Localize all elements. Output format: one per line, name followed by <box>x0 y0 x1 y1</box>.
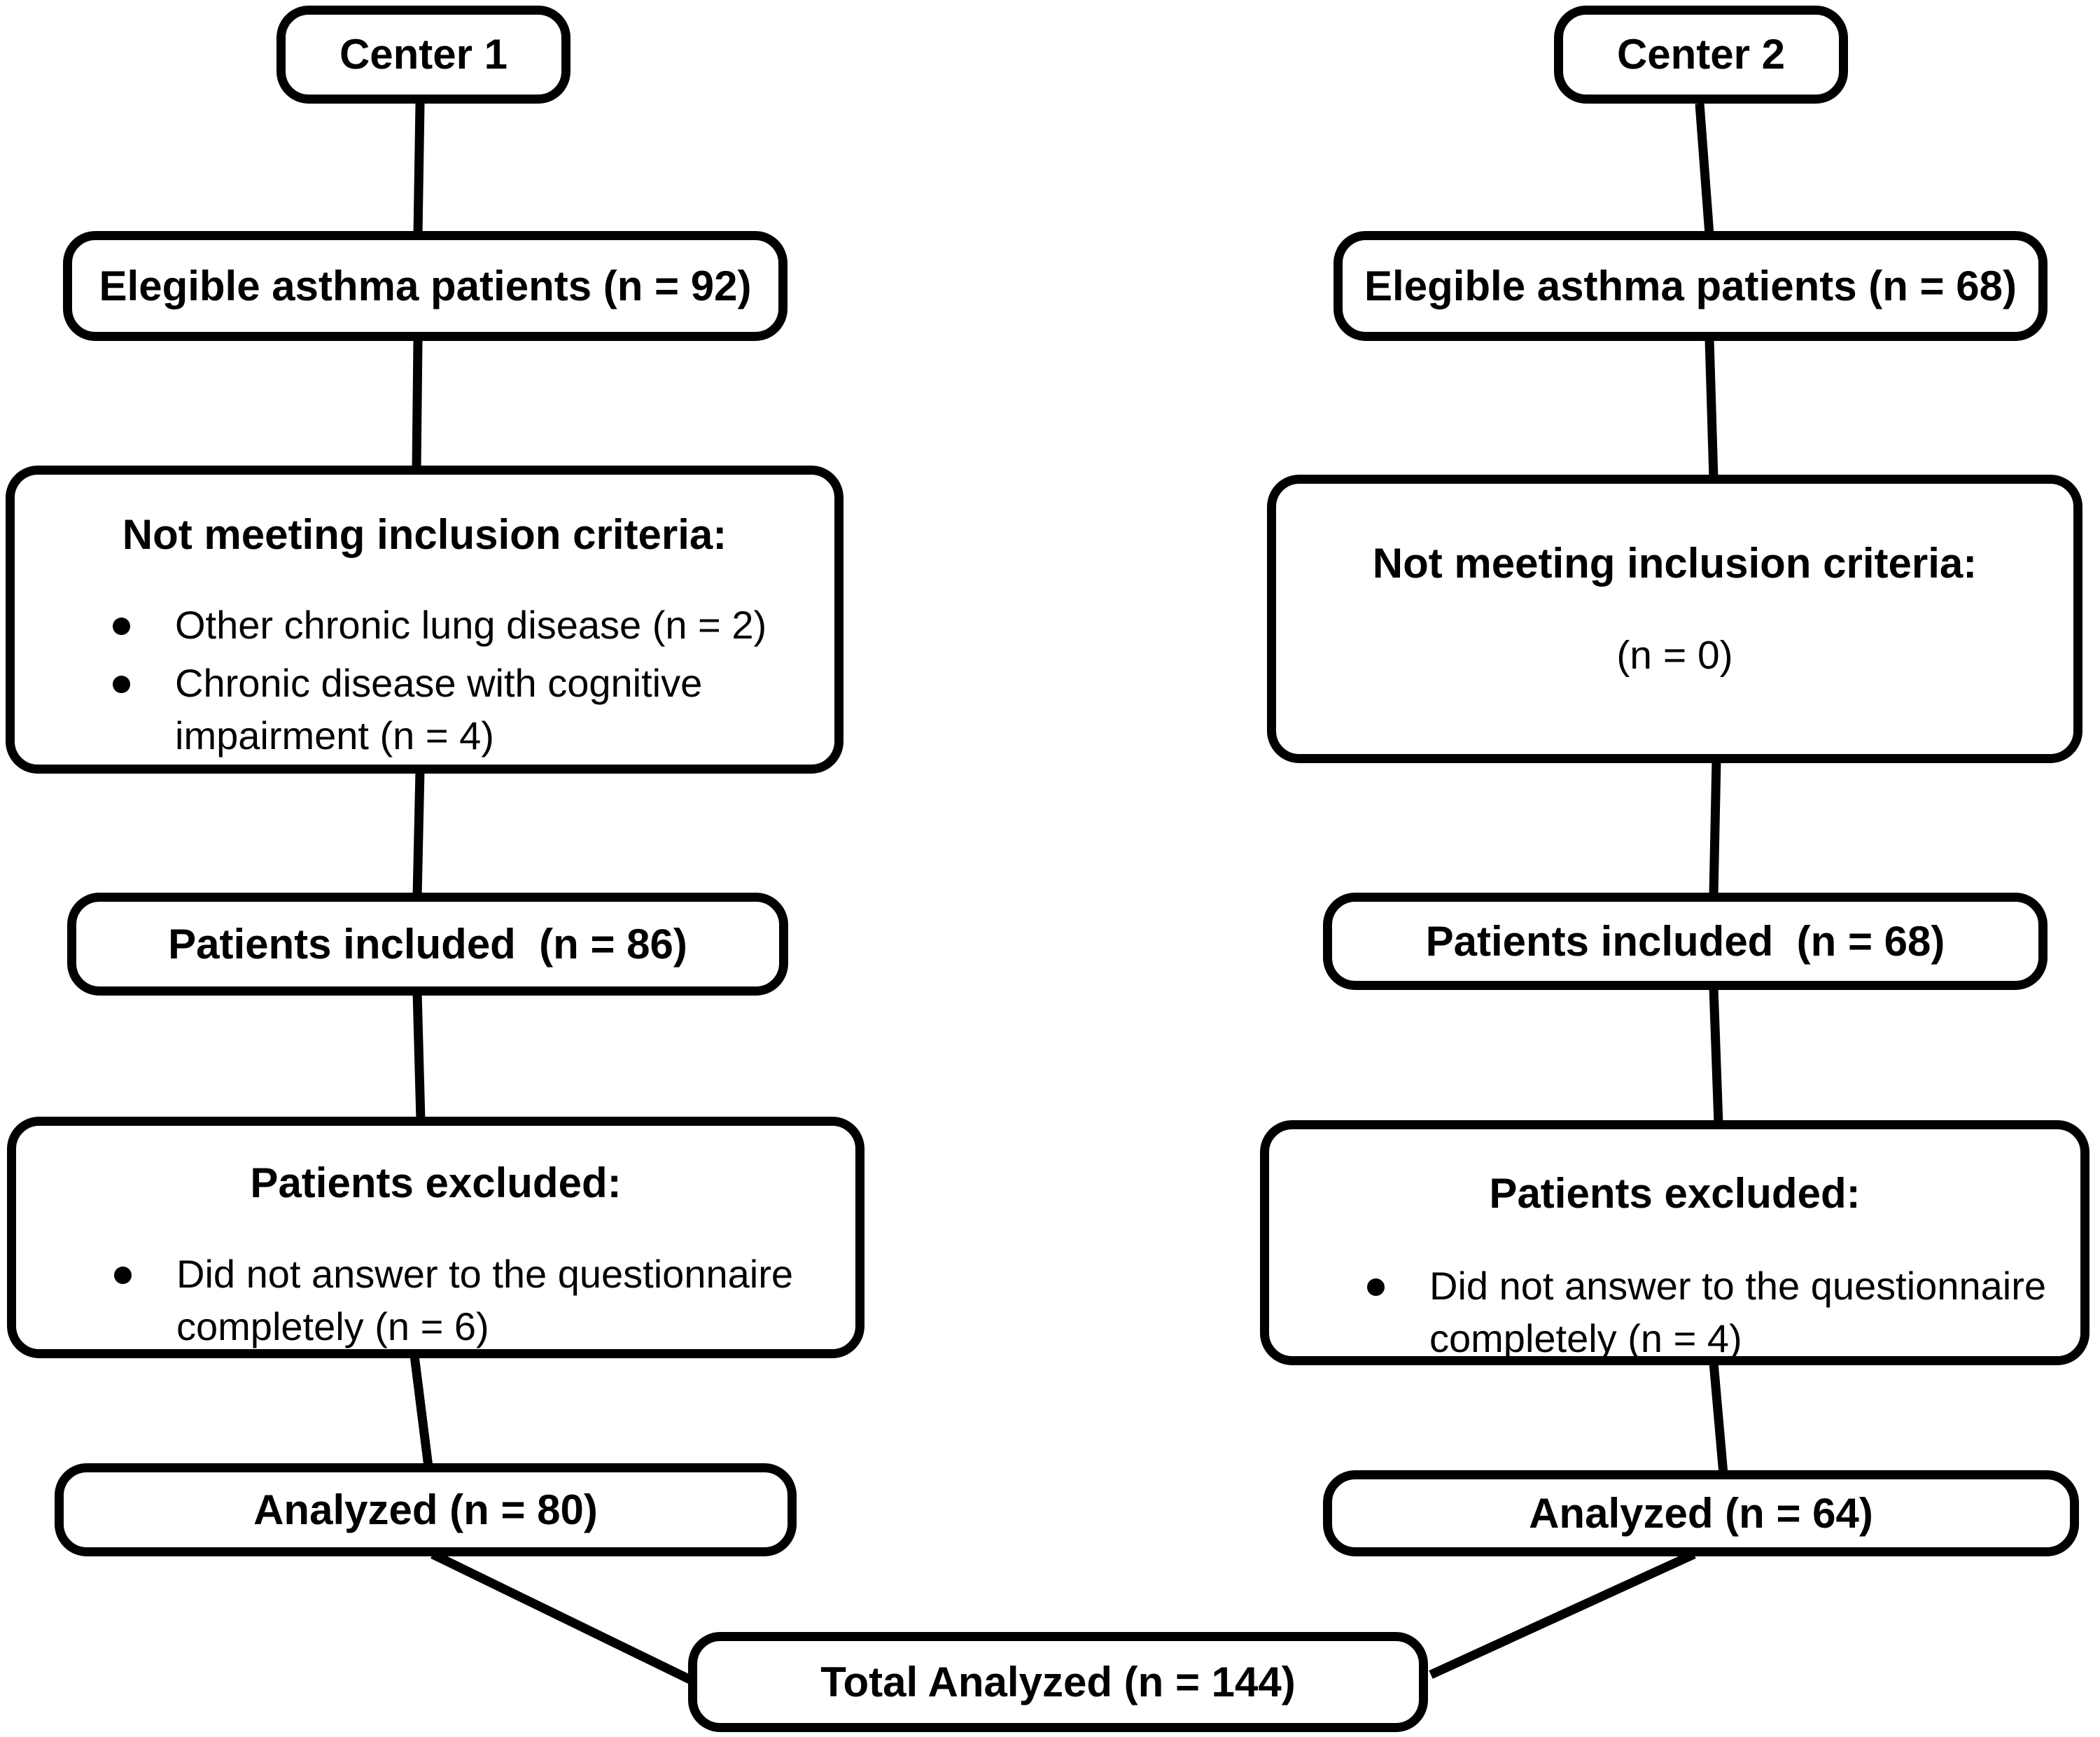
not-meeting-1-bullet-list: Other chronic lung disease (n = 2) Chron… <box>15 599 834 762</box>
excluded-1-title: Patients excluded: <box>250 1159 622 1206</box>
flow-node-analyzed-1: Analyzed (n = 80) <box>55 1463 797 1556</box>
connector-included2-excluded2 <box>1709 986 1723 1124</box>
list-item: Chronic disease with cognitive impairmen… <box>113 657 813 762</box>
list-item: Did not answer to the questionnaire comp… <box>1367 1260 2059 1365</box>
connector-center2-eligible2 <box>1695 103 1714 235</box>
eligible-2-label: Elegible asthma patients (n = 68) <box>1364 262 2017 309</box>
excluded-2-bullet-1: Did not answer to the questionnaire comp… <box>1429 1264 2046 1361</box>
flow-node-excluded-1: Patients excluded: Did not answer to the… <box>7 1117 864 1358</box>
connector-included1-excluded1 <box>412 992 426 1121</box>
not-meeting-1-bullet-1: Other chronic lung disease (n = 2) <box>175 603 767 647</box>
connector-excluded1-analyzed1 <box>410 1355 433 1467</box>
connector-notmeeting1-included1 <box>412 769 425 897</box>
not-meeting-2-note: (n = 0) <box>1616 633 1733 678</box>
connector-analyzed2-total <box>1429 1550 1696 1679</box>
bullet-icon <box>113 618 130 635</box>
list-item: Did not answer to the questionnaire comp… <box>114 1248 834 1353</box>
flow-node-not-meeting-2: Not meeting inclusion criteria: (n = 0) <box>1267 475 2082 763</box>
excluded-1-bullet-list: Did not answer to the questionnaire comp… <box>16 1248 855 1353</box>
analyzed-1-label: Analyzed (n = 80) <box>253 1486 598 1533</box>
bullet-icon <box>113 676 130 694</box>
connector-analyzed1-total <box>430 1550 696 1686</box>
eligible-1-label: Elegible asthma patients (n = 92) <box>99 262 752 309</box>
included-1-label: Patients included (n = 86) <box>168 920 687 968</box>
flow-node-total-analyzed: Total Analyzed (n = 144) <box>688 1632 1428 1732</box>
analyzed-2-label: Analyzed (n = 64) <box>1529 1489 1873 1537</box>
flow-node-included-2: Patients included (n = 68) <box>1323 893 2047 990</box>
bullet-icon <box>114 1267 132 1284</box>
bullet-icon <box>1367 1278 1385 1296</box>
center-2-label: Center 2 <box>1616 31 1786 78</box>
connector-excluded2-analyzed2 <box>1709 1362 1728 1474</box>
not-meeting-1-bullet-2: Chronic disease with cognitive impairmen… <box>175 661 703 758</box>
flow-node-eligible-1: Elegible asthma patients (n = 92) <box>63 231 788 341</box>
flow-node-included-1: Patients included (n = 86) <box>67 893 788 996</box>
connector-notmeeting2-included2 <box>1709 759 1721 897</box>
flow-node-analyzed-2: Analyzed (n = 64) <box>1323 1470 2079 1556</box>
excluded-2-bullet-list: Did not answer to the questionnaire comp… <box>1269 1260 2080 1365</box>
center-1-label: Center 1 <box>339 31 508 78</box>
flow-node-center-2: Center 2 <box>1554 6 1848 104</box>
flow-node-excluded-2: Patients excluded: Did not answer to the… <box>1260 1120 2090 1365</box>
included-2-label: Patients included (n = 68) <box>1425 917 1945 965</box>
list-item: Other chronic lung disease (n = 2) <box>113 599 813 651</box>
connector-eligible2-notmeeting2 <box>1704 339 1718 479</box>
not-meeting-2-title: Not meeting inclusion criteria: <box>1372 540 1977 587</box>
not-meeting-1-title: Not meeting inclusion criteria: <box>122 511 727 558</box>
total-analyzed-label: Total Analyzed (n = 144) <box>820 1658 1296 1705</box>
excluded-2-title: Patients excluded: <box>1489 1170 1861 1217</box>
excluded-1-bullet-1: Did not answer to the questionnaire comp… <box>176 1252 793 1349</box>
connector-center1-eligible1 <box>413 103 425 235</box>
flow-node-center-1: Center 1 <box>276 6 570 104</box>
flow-node-not-meeting-1: Not meeting inclusion criteria: Other ch… <box>6 466 844 774</box>
connector-eligible1-notmeeting1 <box>412 339 423 470</box>
flow-node-eligible-2: Elegible asthma patients (n = 68) <box>1334 231 2047 341</box>
